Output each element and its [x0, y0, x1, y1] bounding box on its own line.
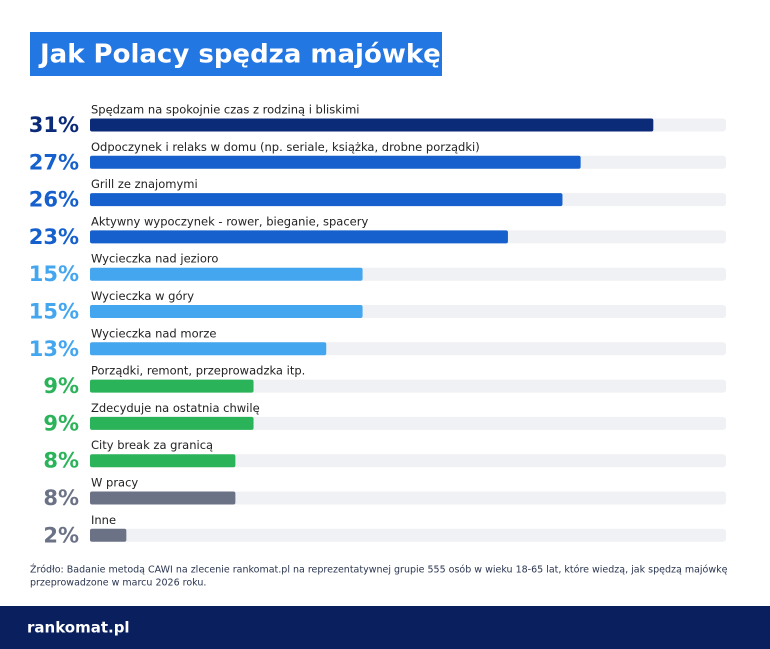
bar	[90, 118, 654, 132]
track	[90, 491, 726, 505]
bar	[90, 491, 236, 505]
category-label: Odpoczynek i relaks w domu (np. seriale,…	[91, 140, 480, 154]
category-label: W pracy	[91, 476, 138, 490]
bar	[90, 416, 254, 430]
title-box	[30, 32, 442, 76]
bar	[90, 305, 363, 318]
bar	[90, 267, 363, 281]
category-label: Inne	[91, 513, 116, 527]
source-note: Źródło: Badanie metodą CAWI na zlecenie …	[30, 564, 728, 576]
category-label: Aktywny wypoczynek - rower, bieganie, sp…	[91, 214, 368, 228]
value-label: 26%	[29, 188, 79, 212]
category-label: Grill ze znajomymi	[91, 177, 198, 191]
chart-title: Jak Polacy spędza majówkę?	[38, 40, 456, 70]
value-label: 13%	[29, 337, 79, 361]
category-label: Wycieczka nad morze	[91, 326, 216, 340]
bar	[90, 230, 508, 244]
category-label: Zdecyduje na ostatnia chwilę	[91, 401, 260, 415]
bar	[90, 454, 236, 468]
value-label: 23%	[29, 225, 79, 249]
bar	[90, 155, 581, 169]
value-label: 9%	[43, 374, 79, 398]
category-label: Spędzam na spokojnie czas z rodziną i bl…	[91, 103, 360, 117]
source-note: przeprowadzone w marcu 2026 roku.	[30, 578, 206, 589]
category-label: Wycieczka nad jezioro	[91, 252, 218, 266]
value-label: 8%	[43, 449, 79, 473]
bar	[90, 342, 327, 356]
bar	[90, 193, 563, 207]
bar	[90, 379, 254, 393]
value-label: 31%	[29, 113, 79, 137]
value-label: 27%	[29, 150, 79, 174]
category-label: Wycieczka w góry	[91, 289, 194, 303]
bar	[90, 528, 127, 542]
value-label: 15%	[29, 262, 79, 286]
value-label: 2%	[43, 523, 79, 547]
category-label: Porządki, remont, przeprowadzka itp.	[91, 364, 305, 378]
category-label: City break za granicą	[91, 438, 213, 452]
logo: rankomat.pl	[27, 619, 130, 637]
track	[90, 454, 726, 468]
value-label: 9%	[43, 411, 79, 435]
value-label: 15%	[29, 300, 79, 324]
footer	[0, 606, 770, 649]
value-label: 8%	[43, 486, 79, 510]
track	[90, 528, 726, 542]
